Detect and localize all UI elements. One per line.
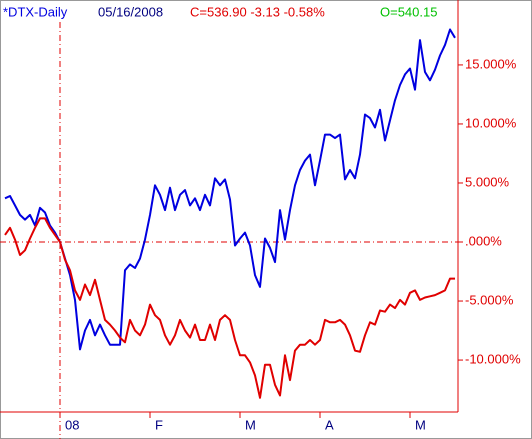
x-tick-label: 08 [65, 417, 79, 432]
open-info: O=540.15 [380, 4, 437, 19]
close-info: C=536.90 -3.13 -0.58% [190, 4, 325, 19]
x-tick-label: M [245, 417, 256, 432]
x-tick-label: M [415, 417, 426, 432]
y-tick-label: -10.000% [465, 351, 521, 366]
y-tick-label: .000% [465, 233, 502, 248]
x-tick-label: A [325, 417, 334, 432]
symbol: *DTX-Daily [3, 4, 68, 19]
x-tick-label: F [155, 417, 163, 432]
y-tick-label: 15.000% [465, 56, 517, 71]
y-tick-label: 10.000% [465, 115, 517, 130]
y-tick-label: -5.000% [465, 292, 514, 307]
price-line [4, 28, 456, 351]
price-line [4, 217, 455, 399]
date: 05/16/2008 [98, 4, 163, 19]
y-tick-label: 5.000% [465, 174, 510, 189]
